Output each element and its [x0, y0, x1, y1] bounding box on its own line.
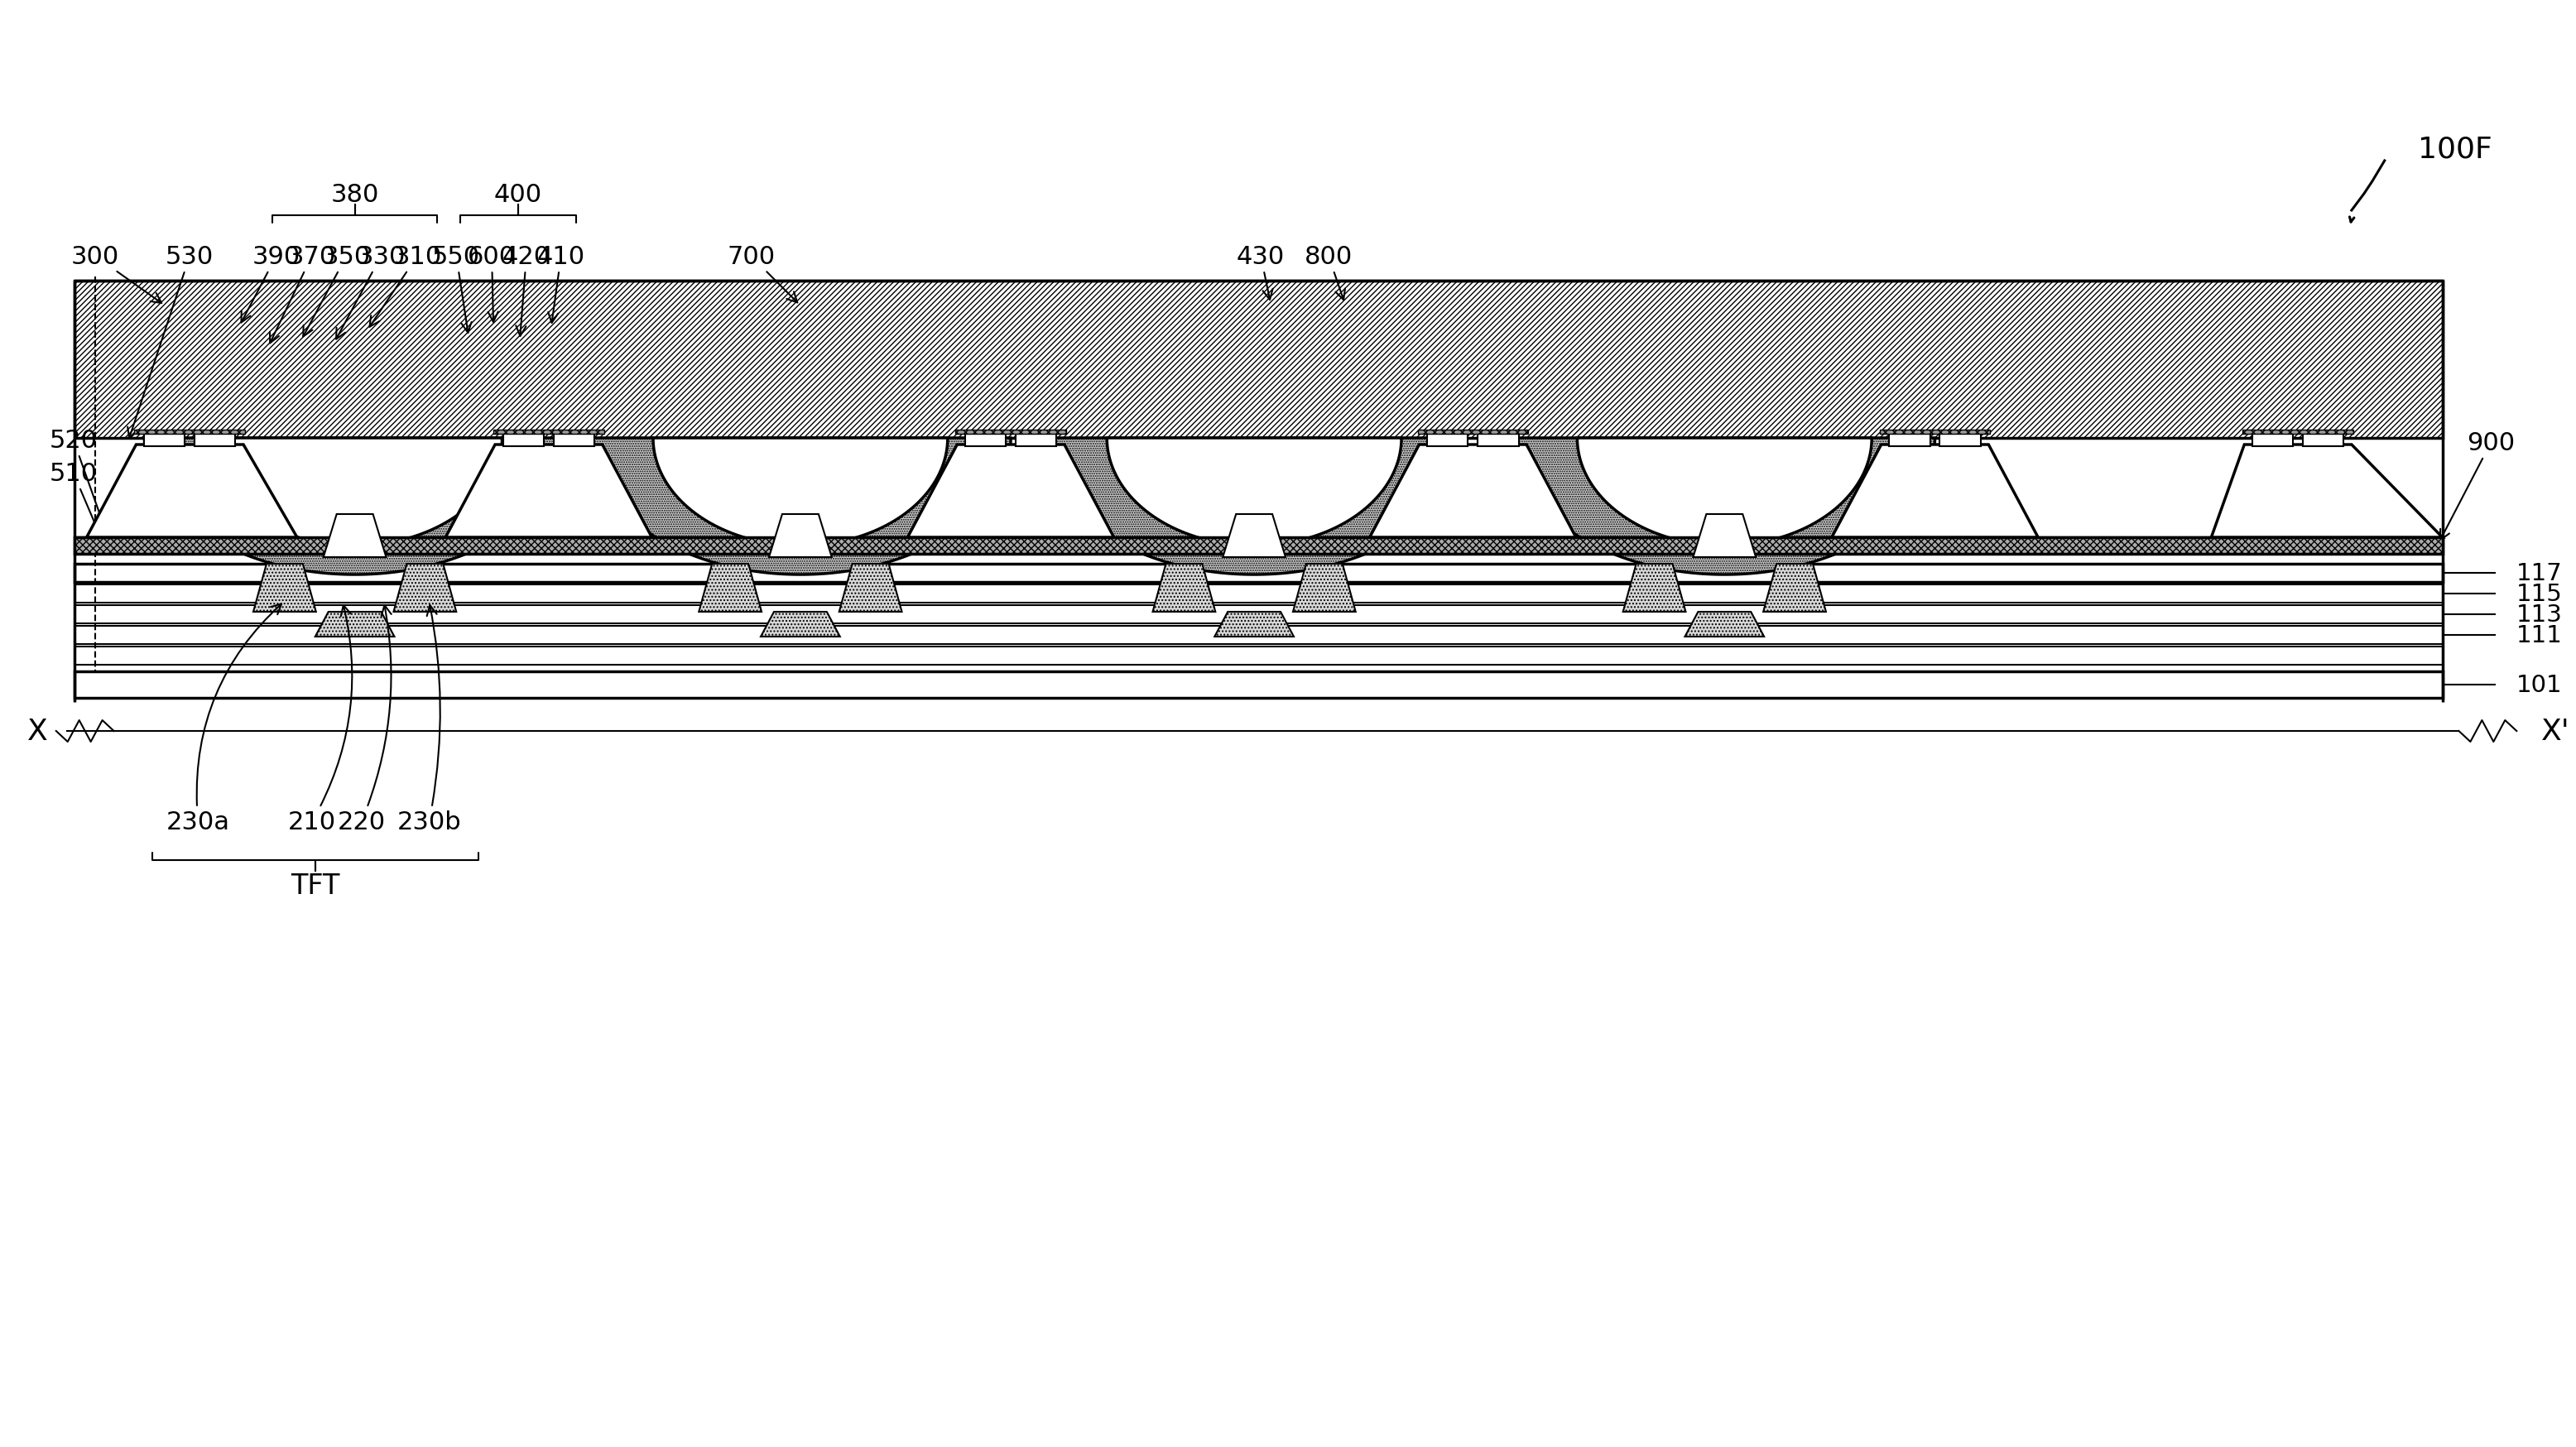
Text: 350: 350 [304, 245, 371, 337]
Bar [75, 647, 2442, 666]
Text: 230b: 230b [397, 606, 461, 835]
Polygon shape [446, 446, 652, 538]
Text: 520: 520 [49, 428, 108, 537]
Bar [75, 538, 2442, 554]
Polygon shape [1293, 564, 1355, 612]
Polygon shape [770, 515, 832, 557]
Bar [1888, 434, 1929, 447]
Polygon shape [1108, 438, 1401, 546]
Text: 390: 390 [242, 245, 301, 323]
Bar [75, 606, 2442, 624]
Bar [502, 434, 544, 447]
Text: 113: 113 [2517, 603, 2563, 627]
Text: 600: 600 [469, 245, 515, 323]
Text: 400: 400 [495, 182, 541, 207]
Bar [75, 564, 2442, 583]
Polygon shape [1685, 612, 1765, 637]
Polygon shape [252, 564, 317, 612]
Polygon shape [1151, 564, 1216, 612]
Polygon shape [698, 564, 762, 612]
Bar [134, 430, 245, 434]
Polygon shape [654, 438, 948, 546]
Text: X: X [28, 718, 49, 745]
Polygon shape [1370, 446, 1577, 538]
Text: 900: 900 [2439, 431, 2514, 541]
Bar [75, 281, 2442, 438]
Text: 410: 410 [536, 245, 585, 324]
Text: 100F: 100F [2419, 135, 2491, 164]
Text: 300: 300 [70, 245, 162, 304]
Bar [1427, 434, 1468, 447]
Text: 380: 380 [330, 182, 379, 207]
Polygon shape [209, 438, 502, 546]
Bar [75, 671, 2442, 699]
Polygon shape [1832, 446, 2038, 538]
Bar [966, 434, 1005, 447]
Text: 700: 700 [726, 245, 799, 302]
Text: 117: 117 [2517, 561, 2563, 585]
Bar [2244, 430, 2354, 434]
Polygon shape [1765, 564, 1826, 612]
Polygon shape [1692, 515, 1757, 557]
Text: 210: 210 [289, 606, 353, 835]
Polygon shape [2210, 446, 2442, 538]
Polygon shape [1213, 612, 1293, 637]
Text: 530: 530 [129, 245, 214, 438]
Text: 420: 420 [502, 245, 551, 337]
Text: 230a: 230a [167, 605, 281, 835]
Polygon shape [144, 438, 564, 574]
Text: 310: 310 [368, 245, 440, 327]
Bar [196, 434, 234, 447]
Polygon shape [1043, 438, 1466, 574]
Text: 800: 800 [1303, 245, 1352, 301]
Text: 550: 550 [433, 245, 479, 333]
Bar [144, 434, 185, 447]
Bar [1880, 430, 1991, 434]
Bar [1015, 434, 1056, 447]
Text: 510: 510 [49, 462, 108, 553]
Polygon shape [394, 564, 456, 612]
Text: 220: 220 [337, 606, 392, 835]
Polygon shape [1577, 438, 1873, 546]
Polygon shape [590, 438, 1010, 574]
Bar [1417, 430, 1528, 434]
Polygon shape [907, 446, 1113, 538]
Polygon shape [1515, 438, 1935, 574]
Text: TFT: TFT [291, 873, 340, 900]
Bar [75, 585, 2442, 603]
Bar [956, 430, 1066, 434]
Text: 115: 115 [2517, 583, 2563, 606]
Polygon shape [760, 612, 840, 637]
Bar [495, 430, 603, 434]
Polygon shape [1623, 564, 1685, 612]
Text: 370: 370 [270, 245, 335, 344]
Bar [554, 434, 595, 447]
Bar [1479, 434, 1517, 447]
Text: 430: 430 [1236, 245, 1285, 301]
Bar [2251, 434, 2293, 447]
Bar [2303, 434, 2344, 447]
Bar [1940, 434, 1981, 447]
Text: 111: 111 [2517, 624, 2563, 647]
Polygon shape [314, 612, 394, 637]
Bar [75, 627, 2442, 644]
Text: X': X' [2543, 718, 2571, 745]
Text: 330: 330 [337, 245, 404, 340]
Polygon shape [840, 564, 902, 612]
Text: 101: 101 [2517, 673, 2563, 696]
Polygon shape [325, 515, 386, 557]
Polygon shape [88, 446, 296, 538]
Polygon shape [1224, 515, 1285, 557]
